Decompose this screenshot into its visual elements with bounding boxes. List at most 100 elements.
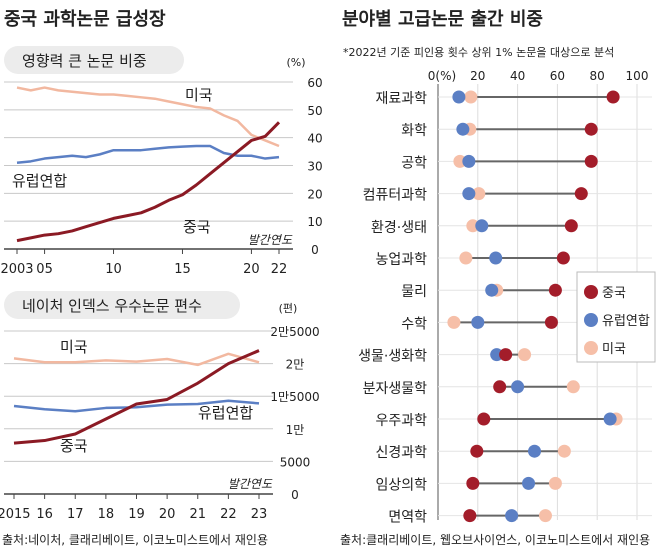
x-tick-label: 22 (271, 262, 288, 277)
series-line-중국 (16, 121, 281, 243)
series-label: 유럽연합 (198, 404, 253, 422)
x-tick-label: 2015 (0, 507, 31, 522)
x-tick-label: 23 (251, 507, 268, 522)
dot-중국 (493, 380, 507, 394)
dot-미국 (518, 348, 532, 362)
dot-유럽연합 (522, 476, 536, 490)
series-label: 유럽연합 (12, 172, 67, 190)
dot-유럽연합 (490, 348, 504, 362)
y-tick-label: 1만 (286, 423, 305, 437)
category-label: 생물·생화학 (358, 349, 427, 365)
dot-중국 (477, 412, 491, 426)
chart2-xlabel: 발간연도 (228, 477, 273, 491)
dot-유럽연합 (452, 90, 466, 104)
category-label: 분자생물학 (363, 381, 428, 397)
dot-미국 (472, 187, 486, 201)
chart1-title-panel (4, 46, 184, 74)
left-source: 출처:네이처, 클래리베이트, 이코노미스트에서 재인용 (2, 533, 268, 547)
x-tick-label: 80 (590, 69, 605, 83)
dot-유럽연합 (528, 444, 542, 458)
dot-미국 (566, 380, 580, 394)
dot-미국 (464, 90, 478, 104)
x-tick-label: 05 (36, 262, 53, 277)
legend-swatch (584, 341, 598, 355)
category-label: 환경·생태 (371, 220, 427, 236)
dot-유럽연합 (511, 380, 525, 394)
y-tick-label: 10 (307, 215, 322, 229)
category-label: 면역학 (388, 510, 427, 526)
chart3-plot: 0(%) 20 40 60 80 100 재료과학화학공학컴퓨터과학환경·생태농업과학물리수… (358, 69, 656, 526)
series-line-미국 (13, 352, 260, 367)
category-label: 농업과학 (375, 252, 427, 268)
x-tick-label: 17 (67, 507, 84, 522)
y-tick-label: 20 (307, 187, 322, 201)
x-tick-label: 18 (98, 507, 115, 522)
dot-중국 (556, 251, 570, 265)
dot-유럽연합 (471, 315, 485, 329)
y-tick-label: 2만5000 (270, 325, 319, 339)
x-tick-label: 22 (220, 507, 237, 522)
chart2-title-panel (4, 291, 240, 319)
category-label: 임상의학 (375, 477, 427, 493)
dot-유럽연합 (456, 122, 470, 136)
legend-label: 미국 (602, 342, 626, 357)
y-tick-label: 1만5000 (270, 390, 319, 404)
y-tick-label: 30 (307, 160, 322, 174)
dot-유럽연합 (475, 219, 489, 233)
series-label: 중국 (183, 218, 211, 236)
dot-중국 (499, 348, 513, 362)
series-label: 미국 (185, 86, 213, 104)
y-tick-label: 40 (307, 132, 322, 146)
x-tick-label: 16 (36, 507, 53, 522)
right-source: 출처:클래리베이트, 웹오브사이언스, 이코노미스트에서 재인용 (340, 533, 650, 547)
y-tick-label: 2만 (286, 358, 305, 372)
chart2-title: 네이처 인덱스 우수논문 편수 (22, 297, 202, 315)
y-tick-label: 5000 (280, 455, 311, 469)
x-tick-label: 100 (626, 69, 649, 83)
legend-swatch (584, 285, 598, 299)
category-label: 수학 (401, 316, 427, 332)
dot-미국 (538, 509, 552, 523)
dot-미국 (459, 251, 473, 265)
dot-미국 (466, 219, 480, 233)
dot-중국 (548, 283, 562, 297)
dot-중국 (564, 219, 578, 233)
chart1-xlabel: 발간연도 (248, 233, 293, 247)
series-line-미국 (16, 86, 280, 148)
x-tick-label: 15 (174, 262, 191, 277)
y-tick-label: 0 (311, 243, 319, 257)
dot-유럽연합 (505, 509, 519, 523)
series-line-유럽연합 (13, 399, 260, 413)
dot-유럽연합 (603, 412, 617, 426)
x-tick-label: 20 (159, 507, 176, 522)
x-tick-label: 10 (105, 262, 122, 277)
dot-유럽연합 (462, 187, 476, 201)
category-label: 우주과학 (375, 413, 427, 429)
chart2-plot: 0 5000 1만 1만5000 2만 2만5000 2015 16 17 18 19 20 21 22 2… (0, 325, 320, 522)
dot-중국 (584, 122, 598, 136)
dot-중국 (466, 476, 480, 490)
dot-미국 (548, 476, 562, 490)
category-label: 화학 (401, 123, 427, 139)
category-label: 공학 (401, 155, 427, 171)
series-line-중국 (13, 349, 260, 445)
x-tick-label: 2003 (0, 262, 33, 277)
dot-미국 (453, 154, 467, 168)
legend-label: 중국 (602, 286, 626, 301)
y-tick-label: 50 (307, 104, 322, 118)
category-label: 컴퓨터과학 (363, 188, 428, 204)
chart1-title: 영향력 큰 논문 비중 (22, 52, 147, 70)
series-label: 중국 (60, 437, 88, 455)
dot-중국 (463, 509, 477, 523)
x-tick-label: 0(%) (428, 69, 456, 83)
dot-미국 (557, 444, 571, 458)
dot-중국 (574, 187, 588, 201)
left-title: 중국 과학논문 급성장 (4, 8, 166, 30)
dot-유럽연합 (462, 154, 476, 168)
dot-유럽연합 (485, 283, 499, 297)
series-label: 미국 (60, 338, 88, 356)
dot-중국 (606, 90, 620, 104)
